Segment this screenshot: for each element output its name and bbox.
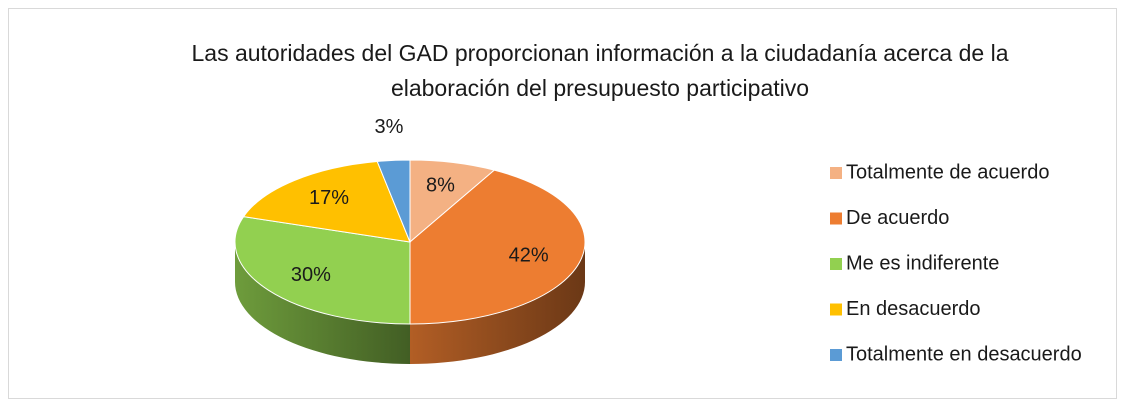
legend-label: Totalmente en desacuerdo xyxy=(846,343,1082,365)
legend-swatch xyxy=(830,349,842,361)
pie-slice xyxy=(242,160,411,243)
pie-slice xyxy=(234,216,411,325)
pie-slice xyxy=(409,169,586,325)
pie-side xyxy=(410,242,585,364)
chart-title: Las autoridades del GAD proporcionan inf… xyxy=(191,40,1009,101)
data-label: 17% xyxy=(309,187,349,209)
legend-label: Totalmente de acuerdo xyxy=(846,161,1049,183)
legend-swatch xyxy=(830,167,842,179)
data-label: 8% xyxy=(426,175,455,197)
legend-swatch xyxy=(830,303,842,316)
legend-swatch xyxy=(830,212,842,225)
data-label: 42% xyxy=(509,245,549,267)
data-label: 30% xyxy=(291,264,331,286)
chart-frame xyxy=(8,8,1117,399)
legend-label: De acuerdo xyxy=(846,207,949,229)
legend-label: En desacuerdo xyxy=(846,298,981,320)
pie-slice xyxy=(376,159,411,243)
legend-label: Me es indiferente xyxy=(846,252,999,274)
pie-side xyxy=(235,242,410,364)
data-label: 3% xyxy=(374,116,403,138)
legend-swatch xyxy=(830,258,842,270)
